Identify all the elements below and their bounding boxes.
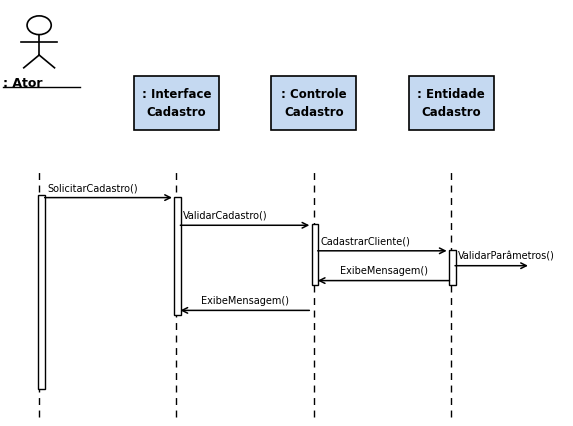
Bar bbox=[174, 197, 181, 316]
Text: ValidarParâmetros(): ValidarParâmetros() bbox=[458, 250, 555, 261]
Text: : Interface
Cadastro: : Interface Cadastro bbox=[142, 88, 211, 119]
Text: : Ator: : Ator bbox=[3, 77, 43, 90]
Bar bbox=[134, 77, 219, 130]
Text: ExibeMensagem(): ExibeMensagem() bbox=[201, 295, 289, 305]
Bar bbox=[312, 225, 318, 285]
Text: : Controle
Cadastro: : Controle Cadastro bbox=[281, 88, 347, 119]
Text: ExibeMensagem(): ExibeMensagem() bbox=[340, 265, 427, 276]
Bar bbox=[271, 77, 356, 130]
Bar bbox=[38, 196, 45, 389]
Text: : Entidade
Cadastro: : Entidade Cadastro bbox=[417, 88, 485, 119]
Bar bbox=[449, 250, 456, 285]
Text: ValidarCadastro(): ValidarCadastro() bbox=[183, 210, 268, 220]
Text: CadastrarCliente(): CadastrarCliente() bbox=[320, 236, 410, 246]
Text: SolicitarCadastro(): SolicitarCadastro() bbox=[48, 183, 138, 193]
Bar bbox=[409, 77, 494, 130]
